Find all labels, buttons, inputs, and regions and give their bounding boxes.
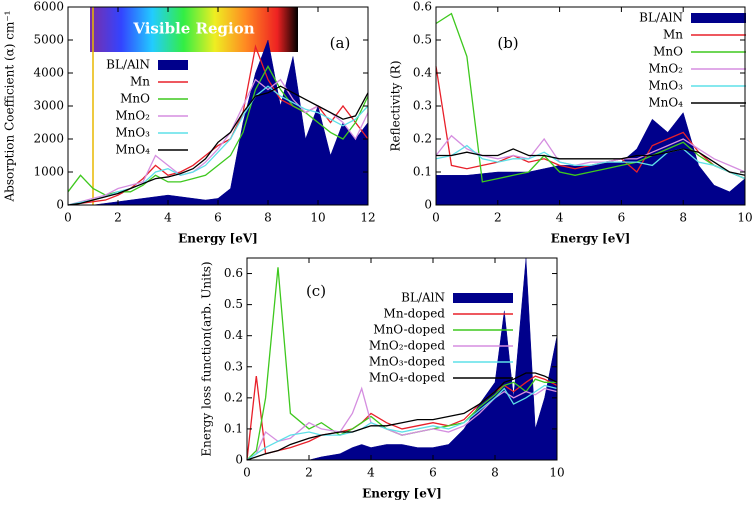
visible-band (90, 7, 298, 52)
series-area (68, 39, 369, 206)
panel-label: (a) (330, 34, 351, 52)
x-tick-label: 2 (305, 466, 313, 480)
x-tick-label: 2 (494, 211, 502, 225)
panel-label: (c) (306, 282, 326, 300)
x-tick-label: 10 (737, 211, 752, 225)
y-tick-label: 6000 (33, 0, 64, 14)
y-tick-label: 0.6 (224, 266, 243, 280)
x-tick-label: 0 (64, 211, 72, 225)
legend-label: MnO₂ (648, 62, 683, 76)
y-tick-label: 0 (56, 198, 64, 212)
x-tick-label: 4 (367, 466, 375, 480)
y-tick-label: 5000 (33, 33, 64, 47)
y-tick-label: 0.3 (224, 359, 243, 373)
legend-label: MnO₃-doped (369, 355, 445, 369)
legend-swatch (453, 293, 513, 303)
legend-label: Mn-doped (384, 307, 446, 321)
legend-label: MnO₄ (648, 96, 683, 110)
y-tick-label: 0.3 (413, 99, 432, 113)
x-axis-label: Energy [eV] (362, 487, 442, 501)
y-tick-label: 0.6 (413, 0, 432, 14)
y-tick-label: 0.2 (224, 390, 243, 404)
x-tick-label: 10 (549, 466, 564, 480)
x-tick-label: 0 (243, 466, 251, 480)
x-tick-label: 10 (310, 211, 325, 225)
banner-label: Visible Region (132, 20, 254, 38)
x-tick-label: 0 (432, 211, 440, 225)
legend-label: MnO₂ (115, 109, 150, 123)
series-line (246, 372, 558, 461)
y-tick-label: 0.5 (413, 33, 432, 47)
legend-label: MnO (120, 92, 150, 106)
series-line (436, 148, 746, 176)
x-tick-label: 2 (114, 211, 122, 225)
y-axis-label: Absorption Coefficient (α) cm⁻¹ (3, 11, 17, 203)
legend-swatch (691, 13, 746, 23)
y-tick-label: 0 (424, 198, 432, 212)
x-tick-label: 4 (556, 211, 564, 225)
legend-label: MnO (653, 45, 683, 59)
legend-label: MnO₃ (115, 126, 150, 140)
series-line (67, 85, 369, 206)
series-line (435, 12, 746, 183)
y-axis-label: Reflectivity (R) (389, 60, 403, 151)
y-tick-label: 1000 (33, 165, 64, 179)
series-line (435, 134, 746, 173)
y-tick-label: 0.4 (413, 66, 432, 80)
y-tick-label: 0 (235, 453, 243, 467)
y-axis-label: Energy loss function(arb. Units) (200, 261, 214, 456)
legend-label: MnO-doped (373, 323, 445, 337)
x-axis-label: Energy [eV] (178, 232, 258, 246)
y-tick-label: 2000 (33, 132, 64, 146)
x-tick-label: 8 (491, 466, 499, 480)
series-line (246, 386, 558, 461)
legend-label: MnO₂-doped (369, 339, 445, 353)
x-tick-label: 6 (618, 211, 626, 225)
x-tick-label: 6 (429, 466, 437, 480)
y-tick-label: 0.1 (224, 421, 243, 435)
x-tick-label: 6 (214, 211, 222, 225)
legend-label: BL/AlN (639, 11, 683, 25)
y-tick-label: 4000 (33, 66, 64, 80)
series-line (246, 375, 558, 461)
series-line (246, 384, 558, 461)
x-tick-label: 8 (264, 211, 272, 225)
legend-label: BL/AlN (401, 291, 445, 305)
plot-frame (246, 257, 558, 461)
y-tick-label: 0.1 (413, 165, 432, 179)
legend-swatch (158, 60, 188, 70)
legend-label: MnO₄ (115, 143, 150, 157)
x-tick-label: 8 (679, 211, 687, 225)
legend-label: MnO₃ (648, 79, 683, 93)
legend-label: MnO₄-doped (369, 371, 445, 385)
x-tick-label: 12 (360, 211, 375, 225)
x-tick-label: 4 (164, 211, 172, 225)
x-axis-label: Energy [eV] (551, 232, 631, 246)
y-tick-label: 3000 (33, 99, 64, 113)
legend-label: Mn (663, 28, 683, 42)
legend-label: BL/AlN (106, 58, 150, 72)
y-tick-label: 0.2 (413, 132, 432, 146)
panel-label: (b) (497, 34, 518, 52)
legend-label: Mn (130, 75, 150, 89)
y-tick-label: 0.5 (224, 297, 243, 311)
series-line (67, 85, 369, 206)
y-tick-label: 0.4 (224, 328, 243, 342)
series-line (435, 144, 746, 180)
